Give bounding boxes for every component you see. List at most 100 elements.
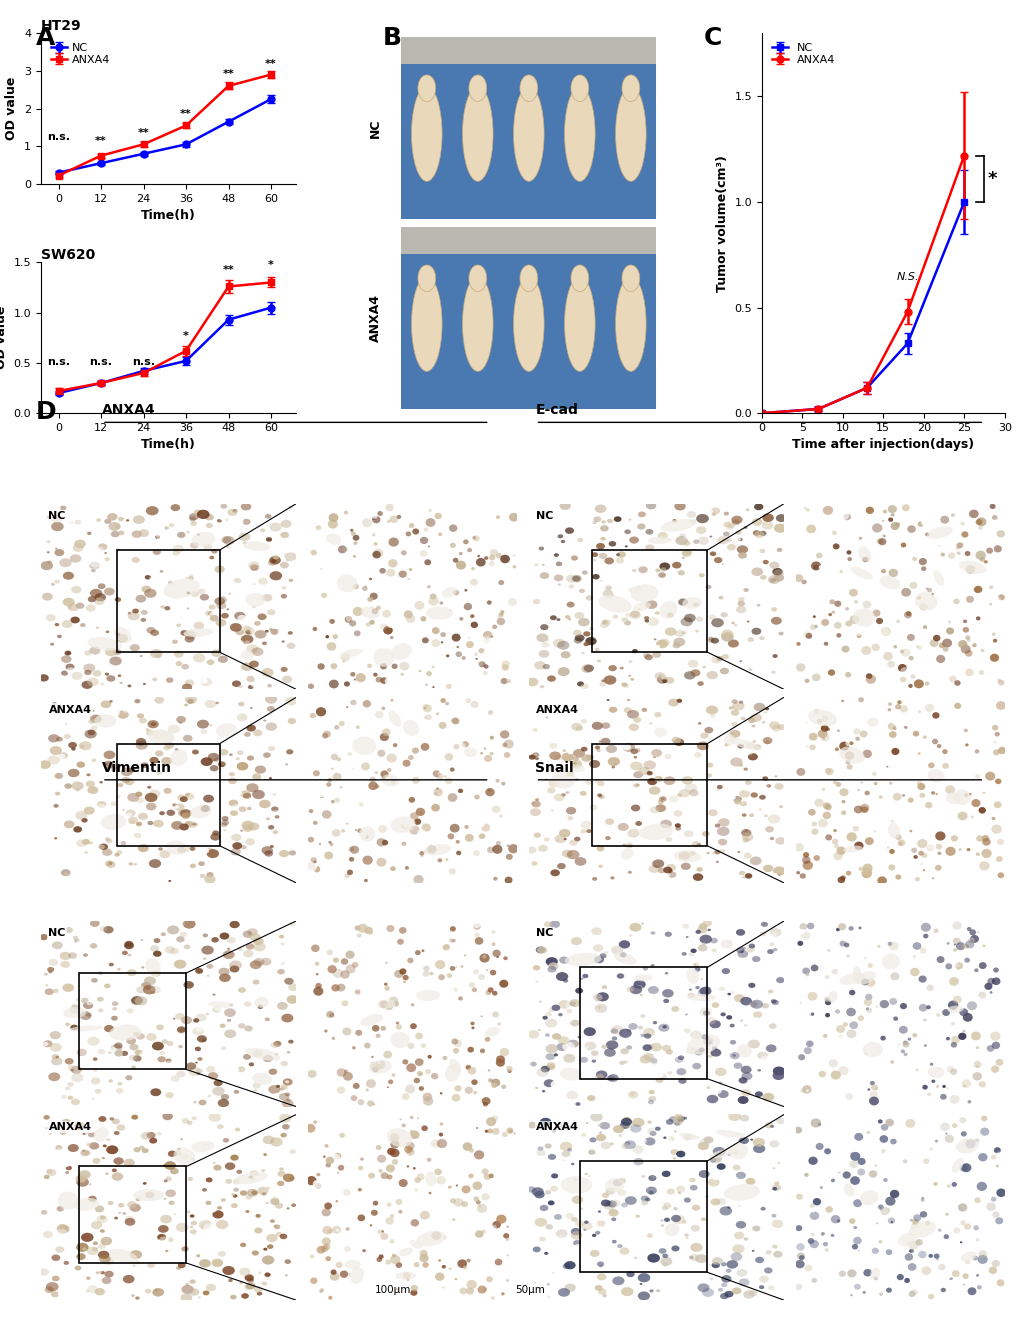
Circle shape <box>59 1158 70 1168</box>
Circle shape <box>198 1296 201 1299</box>
Ellipse shape <box>880 953 900 969</box>
Circle shape <box>263 1153 267 1156</box>
Circle shape <box>592 559 596 561</box>
Circle shape <box>45 989 54 996</box>
Circle shape <box>117 674 121 677</box>
Circle shape <box>991 515 997 520</box>
Circle shape <box>907 1241 917 1250</box>
Circle shape <box>750 1139 752 1141</box>
Circle shape <box>877 538 886 545</box>
Circle shape <box>827 670 835 675</box>
Circle shape <box>562 1263 570 1268</box>
Circle shape <box>730 1051 733 1053</box>
Circle shape <box>622 1119 633 1128</box>
Ellipse shape <box>908 1221 935 1238</box>
Circle shape <box>76 839 87 847</box>
Circle shape <box>467 1067 476 1075</box>
Circle shape <box>452 589 459 596</box>
Circle shape <box>39 760 51 769</box>
Circle shape <box>945 846 955 855</box>
Circle shape <box>228 800 238 806</box>
Ellipse shape <box>190 805 211 818</box>
Circle shape <box>551 1033 560 1039</box>
Circle shape <box>916 596 920 600</box>
Circle shape <box>589 1137 596 1143</box>
Circle shape <box>930 792 934 794</box>
Circle shape <box>176 936 184 943</box>
Circle shape <box>740 798 750 805</box>
Circle shape <box>378 1266 381 1268</box>
Circle shape <box>865 978 874 986</box>
Circle shape <box>415 1033 423 1039</box>
Circle shape <box>260 528 265 532</box>
Circle shape <box>205 700 216 708</box>
Circle shape <box>942 749 947 755</box>
Circle shape <box>55 792 60 796</box>
Circle shape <box>326 642 336 650</box>
Circle shape <box>629 985 642 994</box>
Circle shape <box>861 779 868 785</box>
Circle shape <box>96 1271 100 1274</box>
Circle shape <box>93 670 102 677</box>
Circle shape <box>995 1001 998 1004</box>
Circle shape <box>135 1050 143 1055</box>
Circle shape <box>454 1278 457 1280</box>
Circle shape <box>483 638 489 643</box>
Circle shape <box>214 1002 226 1012</box>
Ellipse shape <box>339 649 363 657</box>
Circle shape <box>280 757 290 764</box>
Circle shape <box>140 755 150 763</box>
Circle shape <box>534 1218 546 1227</box>
Circle shape <box>729 706 733 710</box>
Circle shape <box>389 1255 400 1264</box>
Circle shape <box>545 639 548 641</box>
Circle shape <box>243 626 255 636</box>
Circle shape <box>90 561 100 569</box>
Circle shape <box>769 579 775 583</box>
Circle shape <box>323 1243 330 1250</box>
Circle shape <box>196 1254 200 1258</box>
Circle shape <box>483 748 486 749</box>
Circle shape <box>82 1247 87 1250</box>
Circle shape <box>207 659 214 665</box>
Circle shape <box>684 549 692 555</box>
Circle shape <box>312 863 317 869</box>
Circle shape <box>801 1086 811 1094</box>
Circle shape <box>580 719 587 724</box>
Ellipse shape <box>166 841 187 855</box>
Circle shape <box>671 1215 681 1222</box>
Circle shape <box>368 1173 375 1178</box>
Circle shape <box>340 970 350 978</box>
Circle shape <box>466 641 474 647</box>
Circle shape <box>496 956 498 959</box>
Circle shape <box>128 1055 137 1061</box>
Circle shape <box>532 752 539 757</box>
Circle shape <box>555 561 561 567</box>
Circle shape <box>758 1055 771 1064</box>
Circle shape <box>308 786 313 792</box>
Circle shape <box>729 730 740 737</box>
Circle shape <box>341 547 347 552</box>
Circle shape <box>76 761 85 768</box>
Circle shape <box>795 1260 804 1268</box>
Circle shape <box>537 1029 540 1031</box>
Circle shape <box>942 1009 949 1016</box>
Circle shape <box>917 522 923 527</box>
Circle shape <box>165 743 174 748</box>
Circle shape <box>843 943 849 948</box>
Circle shape <box>643 1034 651 1039</box>
Circle shape <box>43 1042 49 1046</box>
Circle shape <box>971 643 976 647</box>
Circle shape <box>504 876 512 883</box>
Circle shape <box>730 733 734 735</box>
Circle shape <box>190 520 197 526</box>
Circle shape <box>715 1198 726 1205</box>
Circle shape <box>679 534 686 539</box>
Circle shape <box>499 555 510 563</box>
Circle shape <box>308 837 314 842</box>
Circle shape <box>568 732 574 737</box>
Circle shape <box>884 1250 892 1255</box>
Circle shape <box>135 699 141 703</box>
Circle shape <box>71 671 83 681</box>
Circle shape <box>87 1247 98 1255</box>
